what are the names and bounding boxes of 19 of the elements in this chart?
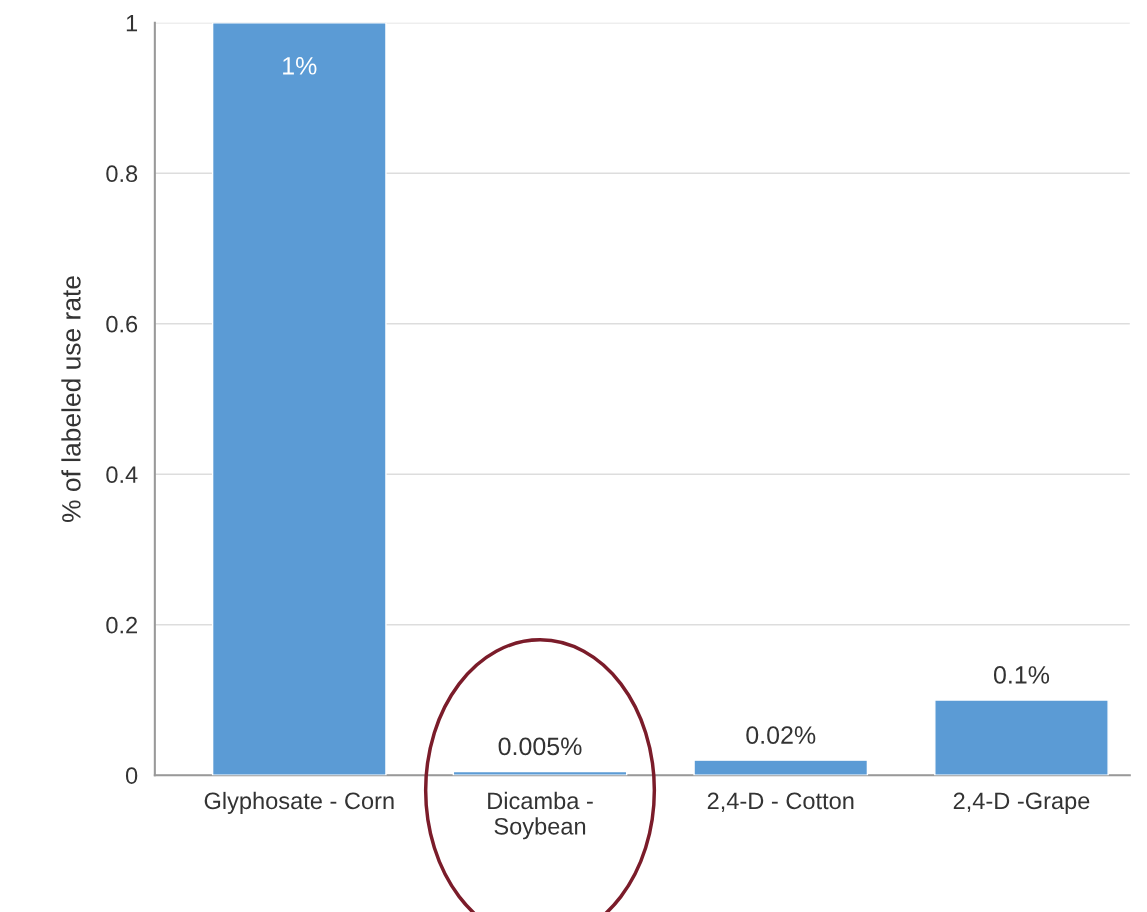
y-tick-label: 0 xyxy=(125,767,138,784)
data-label: 0.1% xyxy=(993,666,1050,684)
bar xyxy=(211,22,387,776)
bar xyxy=(452,770,628,776)
x-tick-label: 2,4-D - Cotton xyxy=(707,792,854,812)
y-axis-title: % of labeled use rate xyxy=(61,276,81,523)
data-label: 0.005% xyxy=(498,737,582,756)
y-tick-label: 1 xyxy=(126,15,138,32)
bar xyxy=(693,759,869,776)
y-tick-label: 0.6 xyxy=(106,315,138,333)
x-tick-label: Dicamba - Soybean xyxy=(488,791,593,840)
bar xyxy=(934,699,1109,776)
y-tick-label: 0.8 xyxy=(106,165,138,183)
data-label: 1% xyxy=(283,57,317,75)
x-tick-label: 2,4-D -Grape xyxy=(953,792,1090,814)
data-label: 0.02% xyxy=(746,726,816,744)
x-tick-label: Glyphosate - Corn xyxy=(204,791,394,814)
y-tick-label: 0.4 xyxy=(106,466,138,484)
y-tick-label: 0.2 xyxy=(106,616,137,634)
